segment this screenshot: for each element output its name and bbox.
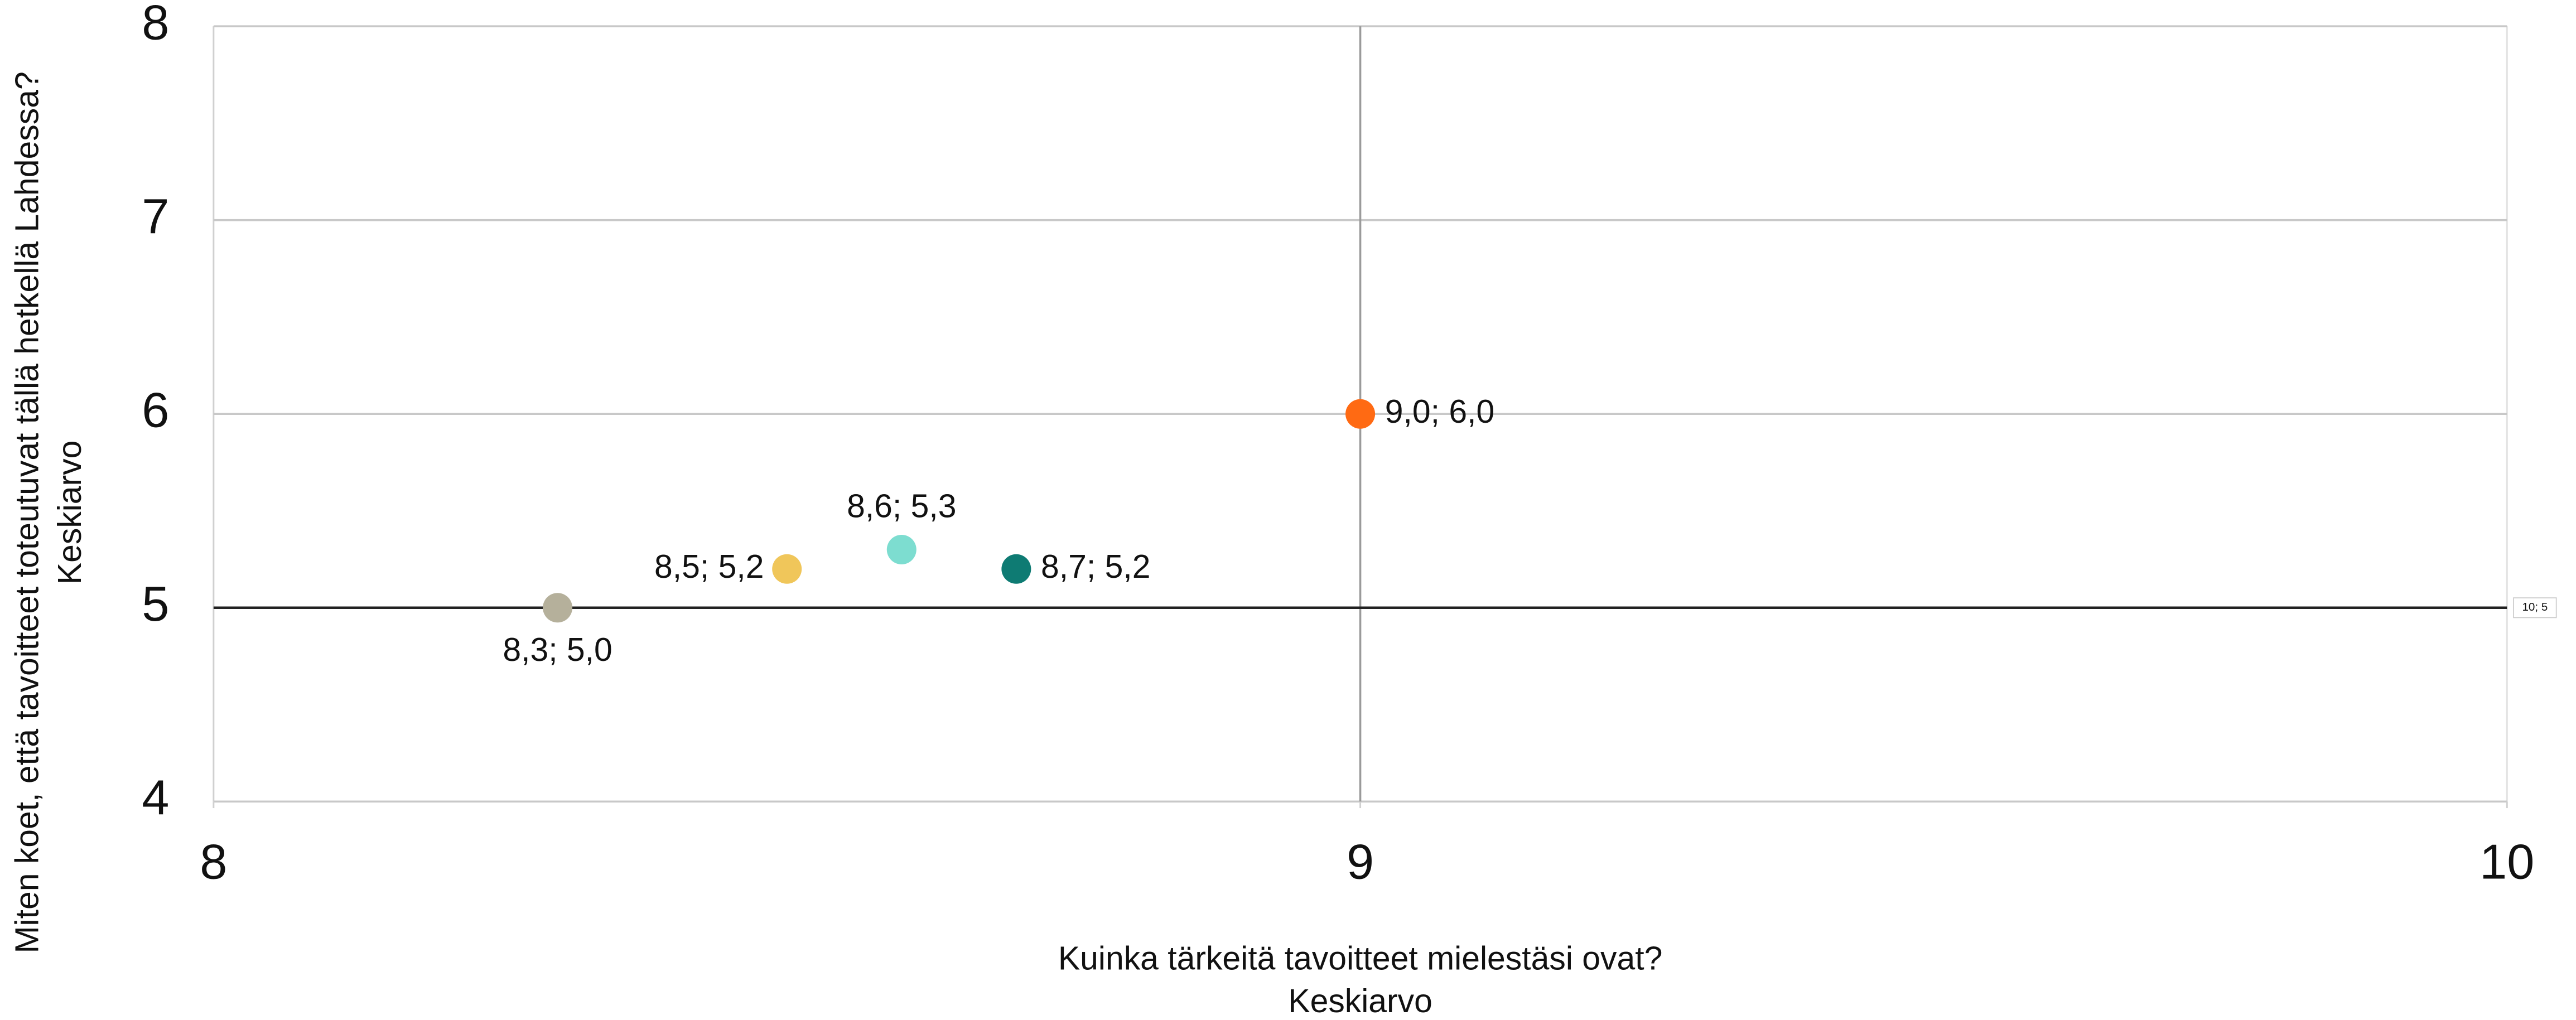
data-label: 8,3; 5,0 [503,632,612,668]
data-label: 8,7; 5,2 [1041,549,1150,585]
point [1345,399,1376,429]
annotation-box [2513,597,2557,618]
data-label: 8,5; 5,2 [654,549,764,585]
x-tick-label: 8 [200,834,227,889]
data-label: 8,6; 5,3 [847,488,956,524]
x-tick-label: 9 [1347,834,1374,889]
data-label: 9,0; 6,0 [1385,394,1494,430]
y-tick-label: 7 [142,188,169,244]
y-tick-label: 8 [142,0,169,50]
annotation: 10; 5 [2522,601,2548,613]
point [886,534,916,564]
x-tick-label: 10 [2479,834,2534,889]
y-tick-label: 5 [142,576,169,631]
point [772,554,802,584]
point [543,593,573,623]
x-axis-label: Kuinka tärkeitä tavoitteet mielestäsi ov… [1058,941,1662,977]
y-tick-label: 4 [142,770,169,825]
point [1001,554,1031,584]
x-axis-label: Keskiarvo [1288,983,1432,1019]
y-axis-label: Miten koet, että tavoitteet toteutuvat t… [9,71,46,953]
y-tick-label: 6 [142,383,169,438]
y-axis-label: Keskiarvo [52,441,88,585]
